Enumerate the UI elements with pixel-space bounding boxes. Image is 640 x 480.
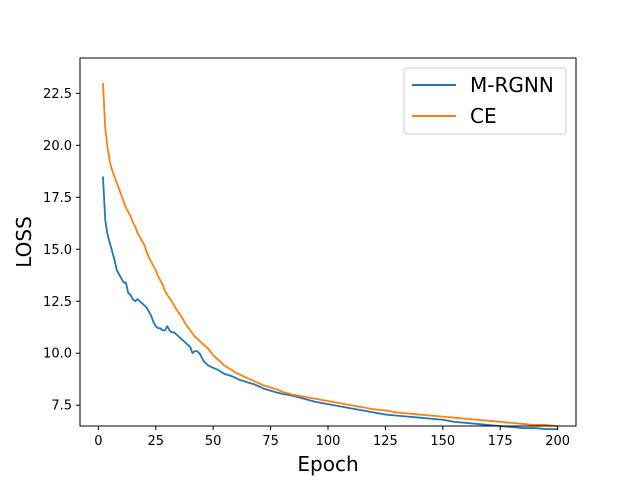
y-tick-label: 15.0 [43,243,72,258]
x-tick-label: 175 [488,434,513,449]
series-layer [102,82,558,431]
x-tick-label: 125 [373,434,398,449]
x-axis-label: Epoch [297,452,358,476]
y-tick-label: 12.5 [43,295,72,310]
x-tick-label: 50 [205,434,222,449]
x-axis-ticks: 0 25 50 75 100 125 150 175 200 [94,426,570,449]
x-tick-label: 200 [545,434,570,449]
y-tick-label: 10.0 [43,347,72,362]
y-tick-label: 7.5 [51,399,72,414]
legend: M-RGNN CE [403,67,567,135]
y-tick-label: 17.5 [43,191,72,206]
x-tick-label: 150 [430,434,455,449]
y-axis-label: LOSS [12,216,36,268]
y-tick-label: 22.5 [43,87,72,102]
legend-label-0: M-RGNN [470,73,554,97]
legend-label-1: CE [470,104,497,128]
x-tick-label: 75 [262,434,279,449]
series-line-0 [102,176,558,431]
y-axis-ticks: 7.5 10.0 12.5 15.0 17.5 20.0 22.5 [43,87,80,414]
x-tick-label: 0 [94,434,102,449]
y-tick-label: 20.0 [43,139,72,154]
series-line-1 [102,82,558,427]
x-tick-label: 100 [316,434,341,449]
x-tick-label: 25 [148,434,165,449]
